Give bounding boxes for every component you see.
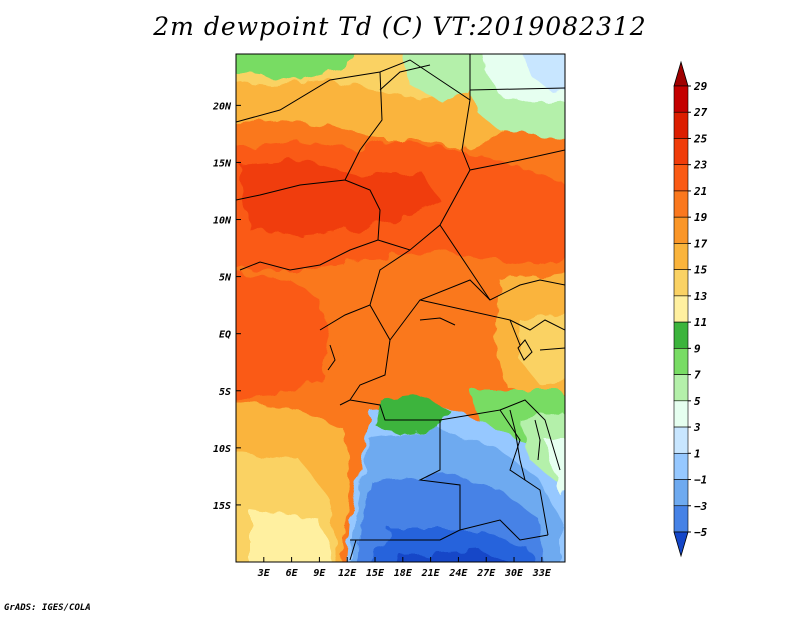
colorbar-top-arrow: [673, 60, 689, 87]
colorbar-segment: [673, 85, 689, 113]
colorbar-label: 19: [694, 211, 708, 224]
colorbar-label: 5: [694, 395, 701, 408]
colorbar-segment: [673, 400, 689, 428]
colorbar-label: 29: [693, 80, 708, 93]
colorbar-bottom-arrow: [673, 531, 689, 558]
lat-tick-label: 10S: [213, 444, 231, 455]
lat-tick-label: 15N: [213, 158, 232, 169]
grads-credit: GrADS: IGES/COLA: [4, 603, 91, 613]
map-frame: [235, 53, 566, 563]
lat-tick-label: EQ: [219, 330, 231, 341]
lon-tick-label: 15E: [366, 568, 385, 579]
lon-tick-label: 27E: [476, 568, 496, 579]
colorbar-label: 25: [693, 132, 708, 145]
colorbar-label: 1: [694, 447, 701, 460]
colorbar-label: 3: [693, 421, 701, 434]
map-title: 2m dewpoint Td (C) VT:2019082312: [153, 12, 647, 41]
colorbar-label: −1: [694, 474, 707, 487]
lake-outlines: [327, 317, 541, 481]
colorbar-label: 11: [694, 316, 707, 329]
lon-tick-label: 24E: [448, 568, 468, 579]
colorbar-segment: [673, 479, 689, 507]
colorbar-segment: [673, 138, 689, 166]
colorbar-segment: [673, 269, 689, 297]
lon-tick-label: 30E: [504, 568, 524, 579]
country-borders: [236, 54, 565, 561]
colorbar-label: 17: [694, 237, 708, 250]
latitude-axis: 20N 15N 10N 5N EQ 5S 10S 15S: [212, 101, 241, 512]
colorbar-label: 15: [694, 264, 708, 277]
lon-tick-label: 21E: [421, 568, 441, 579]
colorbar-segment: [673, 374, 689, 402]
colorbar-segment: [673, 452, 689, 480]
lat-tick-label: 20N: [212, 101, 232, 112]
dewpoint-field: [236, 54, 565, 562]
colorbar-label: −3: [694, 500, 708, 513]
colorbar-label: 13: [694, 290, 708, 303]
longitude-axis: 3E 6E 9E 12E 15E 18E 21E 24E 27E 30E 33E: [257, 557, 552, 579]
colorbar-segment: [673, 426, 689, 454]
lat-tick-label: 5S: [219, 387, 231, 398]
colorbar-label: 27: [693, 106, 708, 119]
lat-tick-label: 5N: [219, 273, 232, 284]
colorbar-label: 9: [694, 342, 701, 355]
lat-tick-label: 15S: [213, 501, 231, 512]
colorbar-segment: [673, 321, 689, 349]
colorbar: 29 27 25 23 21 19 17 15 13 11 9 7 5 3 1 −1 −3 −5: [673, 60, 708, 558]
colorbar-segment: [673, 216, 689, 244]
colorbar-segment: [673, 164, 689, 192]
colorbar-segment: [673, 190, 689, 218]
lat-tick-label: 10N: [213, 216, 232, 227]
colorbar-label: 7: [694, 369, 701, 382]
lon-tick-label: 3E: [257, 568, 271, 579]
colorbar-label: 21: [693, 185, 707, 198]
lon-tick-label: 12E: [338, 568, 357, 579]
lon-tick-label: 18E: [394, 568, 413, 579]
colorbar-segment: [673, 111, 689, 139]
colorbar-segment: [673, 505, 689, 533]
colorbar-label: 23: [693, 159, 708, 172]
colorbar-segment: [673, 243, 689, 270]
lon-tick-label: 33E: [532, 568, 552, 579]
lon-tick-label: 9E: [313, 568, 326, 579]
colorbar-label: −5: [694, 526, 708, 539]
lon-tick-label: 6E: [286, 568, 299, 579]
colorbar-segment: [673, 348, 689, 375]
colorbar-segment: [673, 295, 689, 323]
